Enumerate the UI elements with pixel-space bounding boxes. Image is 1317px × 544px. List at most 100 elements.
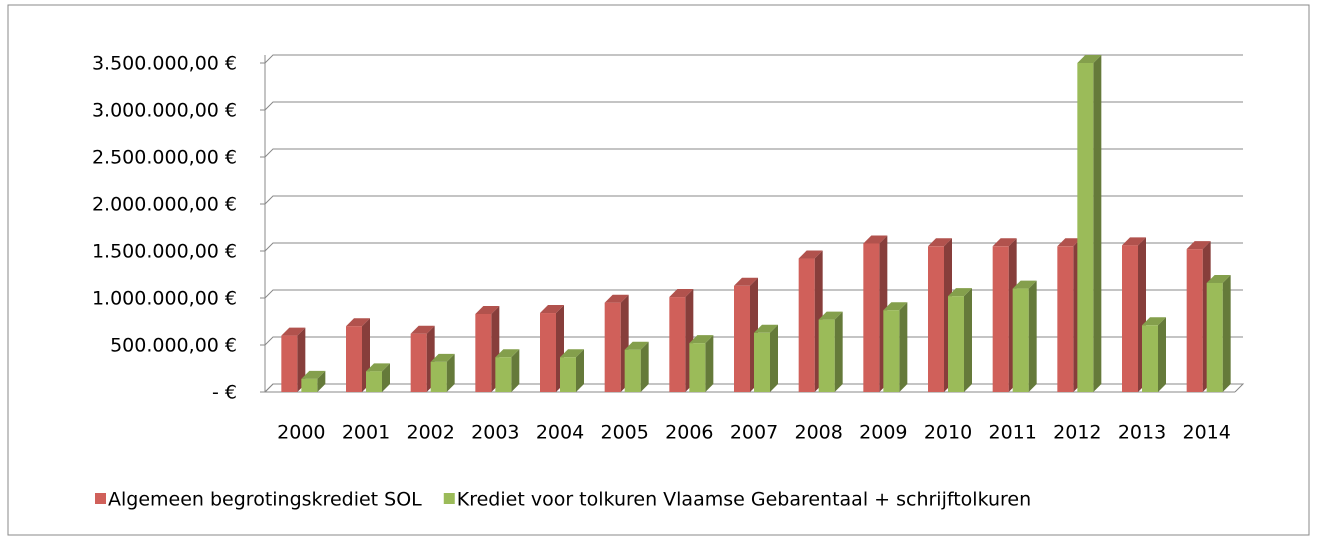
bar-top	[1077, 55, 1102, 63]
y-tick-label: 1.500.000,00 €	[92, 241, 237, 263]
x-tick-label: 2007	[730, 422, 778, 444]
bar-top	[928, 238, 952, 247]
x-tick-label: 2012	[1053, 422, 1101, 444]
bar-top	[560, 349, 584, 358]
bar	[624, 349, 641, 392]
y-tick-label: 2.500.000,00 €	[92, 147, 237, 169]
bar	[754, 332, 770, 392]
bar-side	[1028, 280, 1037, 392]
bar-side	[964, 288, 972, 392]
bar-top	[1057, 238, 1082, 247]
bar	[1012, 288, 1029, 392]
bar	[1057, 246, 1074, 392]
bar-top	[1142, 317, 1166, 326]
bar	[948, 296, 964, 392]
bar-top	[1206, 274, 1231, 283]
bar	[604, 302, 621, 392]
grid-line	[264, 242, 1243, 252]
x-tick-label: 2014	[1182, 422, 1230, 444]
bar	[818, 319, 835, 392]
bar-top	[604, 294, 629, 303]
bar	[495, 357, 512, 392]
bar-side	[297, 327, 306, 392]
bar	[928, 246, 944, 392]
bar	[883, 310, 900, 392]
x-tick-label: 2011	[988, 422, 1036, 444]
bar	[281, 335, 298, 392]
x-tick-label: 2004	[536, 422, 584, 444]
bar-side	[576, 349, 584, 392]
bar-side	[446, 353, 455, 392]
y-tick-label: 3.500.000,00 €	[92, 53, 237, 75]
bar-top	[301, 370, 326, 379]
bar-top	[366, 363, 390, 372]
bar-top	[430, 353, 455, 362]
bar	[560, 357, 576, 392]
bar	[430, 361, 447, 392]
bar-top	[669, 289, 694, 298]
x-tick-label: 2006	[665, 422, 713, 444]
bar-side	[317, 370, 326, 392]
legend-swatch	[443, 493, 455, 504]
bar-side	[382, 363, 390, 392]
bar	[1142, 325, 1158, 392]
x-tick-label: 2003	[471, 422, 519, 444]
bar-top	[1186, 241, 1211, 250]
x-tick-label: 2005	[600, 422, 648, 444]
bar-top	[754, 324, 778, 333]
bar	[540, 313, 556, 392]
x-tick-label: 2013	[1118, 422, 1166, 444]
grid-line	[264, 54, 1243, 64]
bar-top	[992, 238, 1017, 247]
bar	[1206, 282, 1223, 392]
bar-side	[1158, 317, 1166, 392]
bar	[366, 371, 382, 392]
bar	[992, 246, 1009, 392]
bar	[689, 343, 706, 392]
bar-side	[834, 311, 843, 392]
bar-top	[818, 311, 843, 320]
x-tick-label: 2000	[277, 422, 325, 444]
bar-top	[1012, 280, 1037, 289]
bar-side	[1093, 55, 1102, 392]
bar-top	[863, 235, 888, 244]
chart-frame	[7, 4, 1310, 536]
legend-swatch	[95, 493, 106, 504]
bar-top	[624, 341, 649, 350]
grid-line	[264, 101, 1243, 111]
x-tick-label: 2001	[342, 422, 390, 444]
bar	[669, 297, 686, 392]
bar	[798, 258, 815, 392]
bar-top	[410, 325, 435, 334]
bar	[301, 378, 318, 392]
bar-top	[689, 335, 714, 344]
legend-label: Algemeen begrotingskrediet SOL	[108, 489, 422, 511]
bar	[1077, 63, 1094, 392]
y-tick-label: 2.000.000,00 €	[92, 194, 237, 216]
grid-line	[264, 148, 1243, 158]
legend-label: Krediet voor tolkuren Vlaamse Gebarentaa…	[457, 489, 1031, 511]
bar-top	[734, 277, 758, 286]
bar-side	[511, 349, 520, 392]
grid-line	[264, 383, 1243, 393]
bar-top	[346, 318, 370, 327]
bar-side	[899, 302, 908, 392]
bar-side	[770, 324, 778, 392]
bar-side	[640, 341, 649, 392]
y-tick-label: 3.000.000,00 €	[92, 100, 237, 122]
y-tick-label: - €	[212, 382, 237, 404]
y-tick-label: 500.000,00 €	[110, 335, 237, 357]
bar-top	[883, 302, 908, 311]
bar-top	[475, 305, 500, 314]
bar-top	[798, 250, 823, 259]
x-tick-label: 2009	[859, 422, 907, 444]
bar-top	[948, 288, 972, 297]
grid-line	[264, 289, 1243, 299]
bar	[410, 333, 427, 392]
bar	[346, 326, 362, 392]
bar	[1186, 249, 1203, 392]
bar-side	[1222, 274, 1231, 392]
x-tick-label: 2002	[406, 422, 454, 444]
grid-line	[264, 195, 1243, 205]
